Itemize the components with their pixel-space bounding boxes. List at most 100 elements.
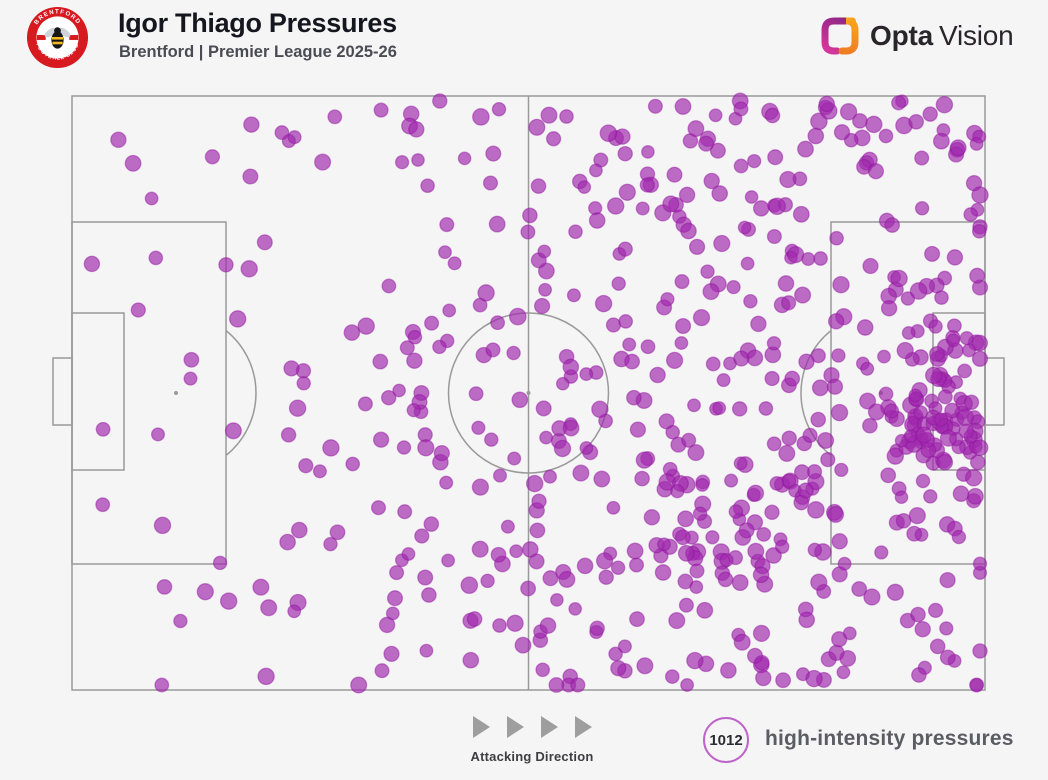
pressure-dot	[951, 529, 967, 545]
pressure-dot	[485, 145, 502, 162]
pressure-dot	[807, 542, 823, 558]
pressure-dot	[717, 571, 734, 588]
pressure-dot	[605, 317, 622, 333]
pressure-dot	[670, 484, 685, 499]
pressure-dot	[687, 444, 705, 462]
pressure-dot	[971, 186, 989, 204]
pressure-dot	[257, 667, 275, 686]
pressure-dot	[910, 606, 926, 623]
pressure-dot	[598, 569, 614, 585]
pressure-dot	[946, 249, 964, 266]
pressure-dot	[392, 383, 406, 398]
pressure-dot	[961, 343, 977, 358]
pressure-dot	[767, 149, 784, 166]
pressure-dot	[535, 400, 552, 417]
pressure-dot	[674, 274, 690, 290]
pressure-dot	[374, 663, 390, 679]
pressure-dot	[891, 95, 907, 111]
page-subtitle: Brentford | Premier League 2025-26	[119, 43, 397, 61]
pressure-dot	[406, 352, 423, 369]
pressure-dot	[322, 439, 340, 457]
pressure-dot	[372, 353, 389, 370]
pressure-dot	[708, 108, 723, 123]
pressure-dot	[401, 547, 416, 561]
pressure-dot	[914, 620, 931, 638]
pressure-dot	[594, 294, 613, 313]
pressure-dot	[914, 150, 930, 166]
pressure-dot	[766, 228, 782, 245]
pressure-dot	[805, 669, 823, 688]
pressure-dot	[657, 537, 671, 552]
pressure-dot	[911, 667, 927, 683]
pressure-dot	[928, 319, 943, 334]
pressure-dot	[457, 151, 472, 166]
pressure-dot	[531, 493, 547, 509]
pressure-dot	[507, 451, 522, 466]
pressure-dot	[533, 297, 551, 315]
pressure-dot	[689, 563, 705, 579]
pressure-dot	[924, 366, 943, 385]
pressure-dot	[750, 315, 767, 333]
left-six-yard-box	[71, 312, 125, 471]
pressure-dot	[957, 363, 973, 379]
pressure-dot	[350, 676, 368, 694]
pressure-dot	[288, 399, 307, 417]
pressure-dot	[559, 109, 574, 124]
pressure-dot	[572, 464, 590, 482]
pressure-dot	[971, 439, 989, 457]
pressure-dot	[746, 647, 764, 664]
pressure-dot	[747, 153, 762, 169]
page-title: Igor Thiago Pressures	[118, 8, 397, 38]
pressure-dot	[836, 665, 851, 680]
pressure-dot	[687, 398, 701, 413]
pressure-dot	[972, 643, 988, 659]
pressure-dot	[555, 376, 570, 391]
pressure-dot	[698, 135, 715, 152]
pressure-dot	[432, 339, 447, 355]
pressure-dot	[963, 394, 980, 411]
pressure-dot	[878, 386, 894, 402]
pressure-dot	[383, 645, 400, 663]
legend-count: 1012	[709, 731, 743, 749]
pressure-dot	[969, 677, 985, 693]
pressure-dot	[511, 391, 529, 409]
pressure-dot	[939, 621, 954, 636]
pressure-dot	[863, 588, 881, 606]
pressure-dot	[529, 522, 546, 539]
pressure-dot	[212, 555, 228, 571]
pressure-dot	[589, 620, 605, 637]
pressure-dot	[658, 413, 675, 430]
pressure-dot	[971, 223, 987, 239]
brentford-badge-icon: BRENTFORD FOOTBALL CLUB	[26, 6, 89, 69]
pressure-dot	[420, 178, 435, 194]
pressure-dot	[414, 528, 430, 544]
pressure-dot	[370, 500, 387, 516]
pressure-dot	[520, 224, 536, 240]
pressure-dot	[506, 345, 521, 361]
pressure-dot	[752, 200, 770, 217]
pressure-dot	[537, 244, 552, 259]
pressure-dot	[550, 593, 564, 607]
pressure-dot	[733, 633, 751, 651]
pressure-dot	[674, 98, 692, 115]
pressure-dot	[399, 340, 415, 356]
pressure-dot	[738, 522, 755, 539]
pressure-dot	[260, 599, 278, 617]
pressure-dot	[778, 444, 796, 462]
pressure-dot	[219, 592, 238, 610]
pressure-dot	[895, 512, 912, 529]
pressure-dot	[794, 286, 812, 304]
pressure-dot	[411, 153, 425, 167]
pressure-dot	[570, 677, 586, 693]
pressure-dot	[283, 360, 300, 377]
pressure-dot	[124, 154, 142, 172]
arrow-right-icon	[472, 716, 490, 738]
pressure-dot	[579, 367, 594, 382]
pressure-dot	[525, 474, 544, 493]
pressure-dot	[747, 484, 765, 502]
pressure-dot	[83, 255, 101, 273]
pressure-dot	[831, 348, 846, 363]
pressure-dot	[851, 581, 868, 597]
pressure-dot	[441, 553, 456, 568]
pressure-dot	[675, 317, 692, 335]
